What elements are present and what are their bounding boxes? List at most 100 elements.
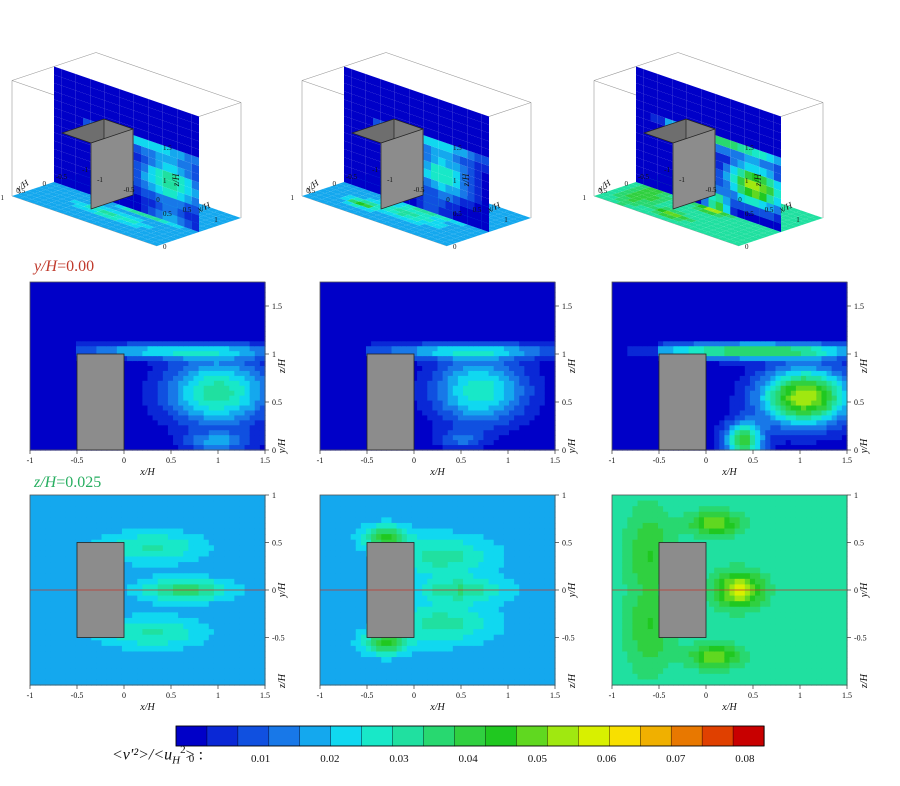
y-tick-label: 0.5 [306, 187, 315, 195]
box-edge [95, 52, 242, 103]
x-tick-label: 1 [214, 216, 218, 224]
x-axis-label: x/H [139, 467, 155, 478]
x-tick-label: 0 [704, 691, 708, 700]
colorbar-quantity-label: <v'²>/<uH2> : [112, 744, 204, 767]
x-tick-label: 0.5 [473, 206, 482, 214]
x-tick-label: 0 [412, 456, 416, 465]
y-tick-label: 0.5 [16, 187, 25, 195]
obstacle-cube [658, 353, 707, 451]
y-tick-label: 1 [272, 491, 276, 500]
colorbar-tick-label: 0.08 [735, 753, 755, 765]
row2-slice-label: y/H=0.00 [34, 258, 95, 275]
y-axis-label: y/H [859, 582, 870, 598]
x-tick-label: 1.5 [842, 456, 852, 465]
panel-frame [319, 281, 556, 451]
y-tick-label: 1 [854, 350, 858, 359]
x-tick-label: -0.5 [413, 186, 425, 194]
x-tick-label: 0 [412, 691, 416, 700]
box-edge [385, 52, 532, 103]
x-tick-label: 1.5 [550, 691, 560, 700]
x-tick-label: -1 [387, 176, 393, 184]
xz-panel-3: -1 -0.5 0 0.5 1 1.5 x/H 0 0.5 1 1.5 z/H y/H [609, 281, 870, 478]
x-tick-label: -0.5 [361, 456, 374, 465]
y-tick-label: -1 [664, 166, 670, 174]
colorbar-tick-label: 0.06 [597, 753, 617, 765]
y-tick-label: -0.5 [854, 634, 867, 643]
xy-panel-2: -1 -0.5 0 0.5 1 1.5 x/H -0.5 0 0.5 1 y/H z/H [317, 491, 578, 713]
colorbar-tick-label: 0 [189, 753, 195, 765]
x-tick-label: 1 [504, 216, 508, 224]
x-tick-label: -0.5 [71, 691, 84, 700]
xz-panel-2: -1 -0.5 0 0.5 1 1.5 x/H 0 0.5 1 1.5 z/H y/H [317, 281, 578, 478]
y-tick-label: 1.5 [854, 302, 864, 311]
obstacle-cube [76, 353, 125, 451]
row3-slice-label: z/H=0.025 [34, 474, 102, 491]
panel-frame [611, 281, 848, 451]
y-tick-label: 1 [854, 491, 858, 500]
z-tick-label: 0 [163, 243, 167, 251]
x-tick-label: 1 [506, 691, 510, 700]
y-axis-label: z/H [859, 358, 870, 374]
y-tick-label: 0.5 [562, 539, 572, 548]
y-tick-label: 0.5 [562, 398, 572, 407]
cube-front [90, 128, 134, 210]
x-tick-label: -1 [679, 176, 685, 184]
x-tick-label: 1.5 [550, 456, 560, 465]
colorbar-swatch [392, 725, 425, 747]
colorbar-swatch [732, 725, 765, 747]
x-tick-label: -1 [317, 456, 324, 465]
x-tick-label: 1.5 [260, 691, 270, 700]
x-tick-label: 0 [122, 691, 126, 700]
iso-panel-2: -1-0.500.51x/H-1-0.500.51y/H00.511.5z/H [291, 52, 532, 251]
x-tick-label: 0 [738, 196, 742, 204]
y-tick-label: -0.5 [56, 173, 68, 181]
x-tick-label: -1 [317, 691, 324, 700]
y-tick-label: 1 [291, 194, 295, 202]
x-tick-label: 0 [156, 196, 160, 204]
xy-panel-1: -1 -0.5 0 0.5 1 1.5 x/H -0.5 0 0.5 1 y/H z/H [27, 491, 288, 713]
y-tick-label: 0 [272, 446, 276, 455]
x-tick-label: 0.5 [765, 206, 774, 214]
x-tick-label: -0.5 [705, 186, 717, 194]
secondary-axis-label: y/H [859, 438, 870, 454]
y-tick-label: 1 [272, 350, 276, 359]
colorbar-swatch [516, 725, 548, 747]
y-tick-label: -0.5 [638, 173, 650, 181]
colorbar-swatch [361, 725, 394, 747]
colorbar-swatch [206, 725, 239, 747]
x-tick-label: 1 [796, 216, 800, 224]
z-axis-label: z/H [461, 173, 471, 187]
y-tick-label: 0.5 [598, 187, 607, 195]
x-tick-label: 1 [798, 456, 802, 465]
y-axis-label: y/H [277, 582, 288, 598]
x-tick-label: 0.5 [748, 456, 758, 465]
colorbar-swatch [640, 725, 672, 747]
colorbar-tick-label: 0.02 [320, 753, 339, 765]
x-axis-label: x/H [429, 702, 445, 713]
secondary-axis-label: y/H [277, 438, 288, 454]
x-tick-label: 0.5 [748, 691, 758, 700]
y-tick-label: 0.5 [854, 398, 864, 407]
z-tick-label: 0 [453, 243, 457, 251]
x-tick-label: 0.5 [456, 456, 466, 465]
colorbar-swatch [330, 725, 363, 747]
y-tick-label: 0.5 [854, 539, 864, 548]
x-tick-label: 1 [216, 456, 220, 465]
colorbar-tick-label: 0.01 [251, 753, 270, 765]
y-tick-label: -0.5 [562, 634, 575, 643]
colorbar-swatch [609, 725, 641, 747]
y-tick-label: 0 [854, 446, 858, 455]
colorbar-frame [175, 725, 765, 747]
y-tick-label: -1 [82, 166, 88, 174]
z-tick-label: 0.5 [163, 210, 172, 218]
y-tick-label: 0 [43, 180, 47, 188]
box-edge [677, 52, 824, 103]
z-axis-label: z/H [171, 173, 181, 187]
x-tick-label: -1 [27, 456, 34, 465]
x-tick-label: 0.5 [183, 206, 192, 214]
colorbar-tick-label: 0.07 [666, 753, 686, 765]
x-tick-label: 0 [446, 196, 450, 204]
y-tick-label: -0.5 [346, 173, 358, 181]
x-axis-label: x/H [139, 702, 155, 713]
x-tick-label: 0.5 [456, 691, 466, 700]
